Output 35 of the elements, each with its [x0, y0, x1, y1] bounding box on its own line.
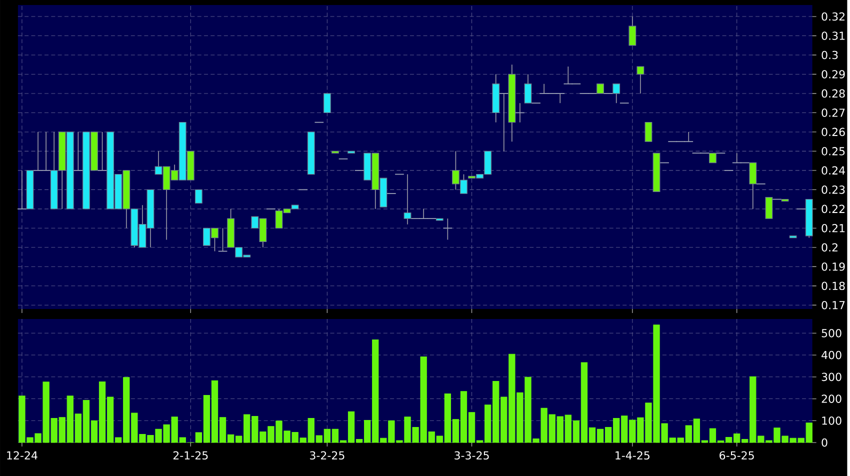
y-tick-label: 100 — [822, 416, 842, 425]
y-tick-label: 0.24 — [822, 166, 845, 174]
y-tick-label: 0.32 — [822, 12, 844, 20]
y-tick-label: 0.26 — [822, 128, 845, 136]
x-tick-label: 3-3-25 — [454, 451, 489, 460]
y-tick-label: 0.25 — [822, 146, 845, 156]
x-tick-label: 3-2-25 — [310, 451, 344, 460]
y-tick-label: 0.21 — [822, 224, 845, 232]
candlestick — [765, 196, 773, 219]
y-tick-label: 300 — [822, 372, 842, 381]
candlestick — [636, 66, 644, 94]
y-tick-label: 0.18 — [822, 282, 845, 290]
y-tick-label: 0.3 — [822, 50, 838, 59]
y-tick-label: 0.28 — [822, 89, 845, 98]
x-tick-label: 2-1-25 — [173, 451, 208, 460]
candlestick — [628, 16, 636, 46]
y-tick-label: 0.19 — [822, 262, 845, 271]
y-tick-label: 500 — [822, 328, 842, 338]
y-tick-label: 0.29 — [822, 70, 845, 78]
candlestick — [194, 189, 202, 204]
y-tick-label: 0.22 — [822, 204, 844, 213]
candlestick — [596, 83, 604, 94]
y-tick-label: 0.23 — [822, 185, 845, 194]
candlestick — [644, 122, 652, 142]
y-tick-label: 0.27 — [822, 108, 845, 117]
y-tick-label: 0.17 — [822, 300, 845, 310]
x-tick-label: 1-4-25 — [616, 451, 650, 460]
candlestick — [323, 92, 331, 113]
y-tick-label: 0.2 — [822, 243, 838, 252]
y-tick-label: 200 — [822, 394, 842, 403]
y-tick-label: 0.31 — [822, 31, 845, 40]
y-tick-label: 400 — [822, 350, 842, 359]
x-tick-label: 12-24 — [7, 451, 38, 460]
y-tick-label: 0 — [822, 438, 828, 446]
x-tick-label: 6-5-25 — [720, 451, 754, 460]
